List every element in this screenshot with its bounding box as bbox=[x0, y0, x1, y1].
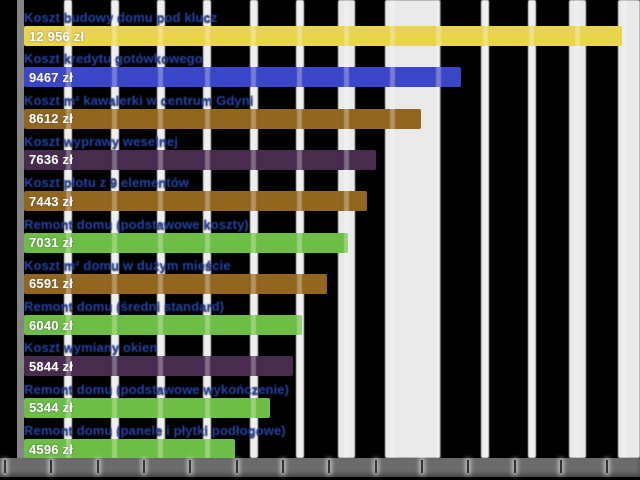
bar: 5344 zł bbox=[24, 397, 270, 418]
value-label: 4596 zł bbox=[29, 441, 74, 457]
axis-tick bbox=[328, 460, 331, 473]
category-label: Koszt m² kawalerki w centrum Gdyni bbox=[24, 92, 254, 108]
axis-tick bbox=[467, 460, 470, 473]
category-label: Remont domu (podstawowe wykończenie) bbox=[24, 381, 290, 397]
gridline bbox=[156, 0, 165, 458]
gridline-overlay bbox=[65, 0, 71, 458]
category-label: Koszt wyprawy weselnej bbox=[24, 133, 178, 149]
gridline-overlay bbox=[204, 0, 210, 458]
value-label: 7636 zł bbox=[29, 152, 74, 168]
axis-tick bbox=[281, 460, 284, 473]
category-label: Koszt kredytu gotówkowego bbox=[24, 51, 203, 67]
axis-tick bbox=[559, 460, 562, 473]
gridline-overlay bbox=[621, 0, 627, 458]
gridline bbox=[203, 0, 212, 458]
category-label: Koszt budowy domu pod klucz bbox=[24, 10, 218, 25]
bar: 4596 zł bbox=[24, 439, 235, 459]
gridline-overlay bbox=[297, 0, 303, 458]
value-label: 6040 zł bbox=[29, 317, 74, 333]
axis-tick bbox=[4, 460, 6, 473]
gridline bbox=[527, 0, 536, 458]
axis-tick bbox=[420, 460, 423, 473]
value-label: 8612 zł bbox=[29, 111, 74, 127]
category-label: Koszt wymiany okien bbox=[24, 340, 158, 356]
x-axis bbox=[0, 458, 640, 477]
gridline-overlay bbox=[251, 0, 257, 458]
category-label: Remont domu (średni standard) bbox=[24, 299, 225, 315]
gridline-overlay bbox=[529, 0, 535, 458]
bar: 9467 zł bbox=[24, 67, 461, 88]
bar: 12 956 zł bbox=[24, 26, 623, 46]
gridline-overlay bbox=[112, 0, 118, 458]
value-label: 5344 zł bbox=[29, 400, 74, 416]
value-label: 9467 zł bbox=[29, 69, 74, 85]
gridline bbox=[481, 0, 490, 458]
gridline bbox=[569, 0, 587, 458]
value-label: 7443 zł bbox=[29, 193, 74, 209]
bar: 7031 zł bbox=[24, 232, 348, 253]
axis-tick bbox=[374, 460, 377, 473]
gridline-overlay bbox=[158, 0, 164, 458]
value-label: 5844 zł bbox=[29, 358, 74, 374]
category-label: Koszt m² domu w dużym mieście bbox=[24, 257, 231, 273]
value-label: 12 956 zł bbox=[29, 28, 85, 44]
bar: 8612 zł bbox=[24, 108, 421, 129]
gridline bbox=[64, 0, 73, 458]
gridline-overlay bbox=[482, 0, 488, 458]
axis-tick bbox=[50, 460, 53, 473]
bar: 6591 zł bbox=[24, 273, 328, 294]
gridline-overlay bbox=[390, 0, 396, 458]
axis-tick bbox=[96, 460, 99, 473]
gridline bbox=[295, 0, 304, 458]
axis-tick bbox=[606, 460, 609, 473]
bar: 6040 zł bbox=[24, 315, 302, 336]
gridline bbox=[110, 0, 119, 458]
axis-tick bbox=[235, 460, 238, 473]
category-label: Koszt płotu z 9 elementów bbox=[24, 175, 190, 191]
value-label: 6591 zł bbox=[29, 276, 74, 292]
axis-tick bbox=[142, 460, 145, 473]
gridline-overlay bbox=[343, 0, 349, 458]
axis-tick bbox=[189, 460, 192, 473]
bar: 7636 zł bbox=[24, 149, 376, 170]
y-axis-line bbox=[17, 0, 24, 458]
gridline-overlay bbox=[436, 0, 442, 458]
bar: 5844 zł bbox=[24, 356, 293, 377]
category-label: Remont domu (panele i płytki podłogowe) bbox=[24, 423, 286, 438]
gridline-overlay bbox=[575, 0, 581, 458]
category-label: Remont domu (podstawowe koszty) bbox=[24, 216, 249, 232]
bar: 7443 zł bbox=[24, 191, 367, 212]
gridline bbox=[249, 0, 258, 458]
axis-tick bbox=[513, 460, 516, 473]
value-label: 7031 zł bbox=[29, 235, 74, 250]
gridline bbox=[618, 0, 640, 458]
